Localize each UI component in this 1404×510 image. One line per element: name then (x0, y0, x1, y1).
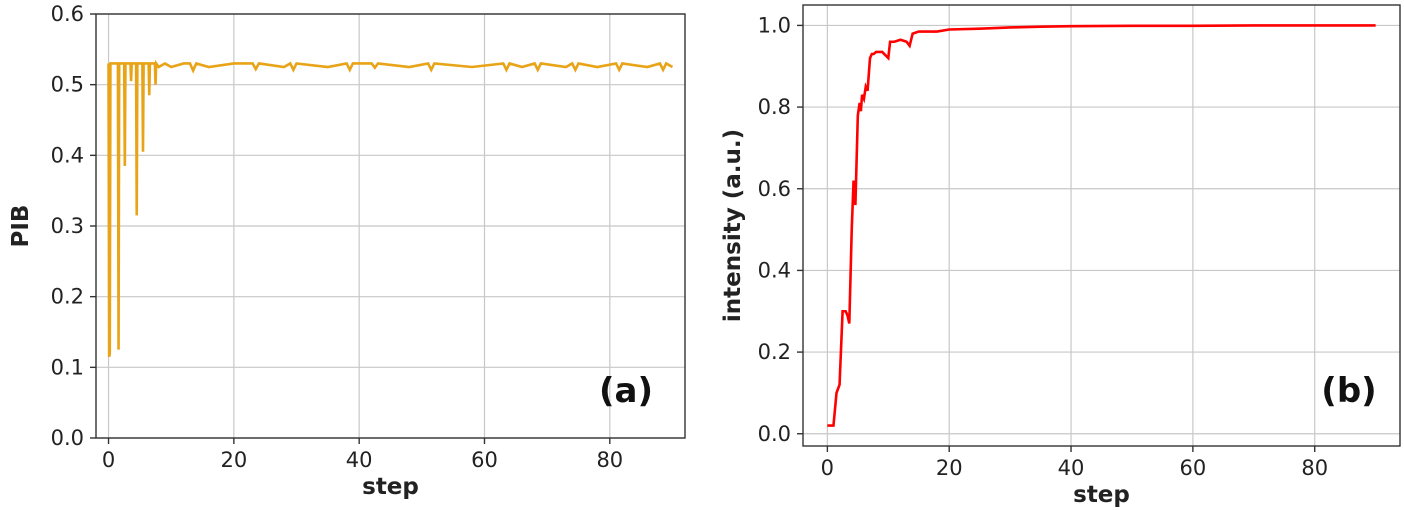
x-tick-label: 60 (471, 448, 498, 472)
y-axis-label: intensity (a.u.) (720, 129, 746, 322)
y-tick-label: 0.0 (51, 426, 84, 450)
x-tick-label: 80 (1301, 456, 1328, 480)
series-line (107, 59, 674, 357)
series-line (827, 24, 1376, 427)
y-tick-label: 0.1 (51, 355, 84, 379)
x-tick-label: 80 (596, 448, 623, 472)
plot-frame (802, 4, 1401, 447)
y-tick-label: 0.2 (758, 340, 791, 364)
x-tick-label: 60 (1180, 456, 1207, 480)
y-tick-label: 0.6 (51, 2, 84, 26)
y-tick-label: 1.0 (758, 13, 791, 37)
panel-b: 0 20 40 60 80 0.0 0.2 0.4 0.6 0.8 1.0 step intensity… (720, 4, 1401, 508)
y-tick-label: 0.3 (51, 214, 84, 238)
x-tick-label: 40 (346, 448, 373, 472)
y-tick-label: 0.8 (758, 95, 791, 119)
y-tick-label: 0.4 (51, 143, 84, 167)
x-tick-label: 40 (1058, 456, 1085, 480)
y-tick-label: 0.2 (51, 285, 84, 309)
x-tick-label: 0 (821, 456, 834, 480)
panel-a: 0 20 40 60 80 0.0 0.1 0.2 0.3 0.4 0.5 0.6 step PIB (a) (8, 2, 686, 500)
y-tick-label: 0.0 (758, 422, 791, 446)
x-tick-label: 20 (936, 456, 963, 480)
y-tick-label: 0.6 (758, 177, 791, 201)
x-axis-label: step (362, 474, 419, 500)
y-tick-label: 0.5 (51, 73, 84, 97)
y-axis-label: PIB (8, 205, 34, 248)
x-axis-label: step (1073, 482, 1130, 508)
panel-label: (b) (1321, 371, 1376, 411)
x-tick-label: 20 (220, 448, 247, 472)
x-tick-label: 0 (102, 448, 115, 472)
panel-label: (a) (599, 371, 653, 411)
y-tick-label: 0.4 (758, 258, 791, 282)
